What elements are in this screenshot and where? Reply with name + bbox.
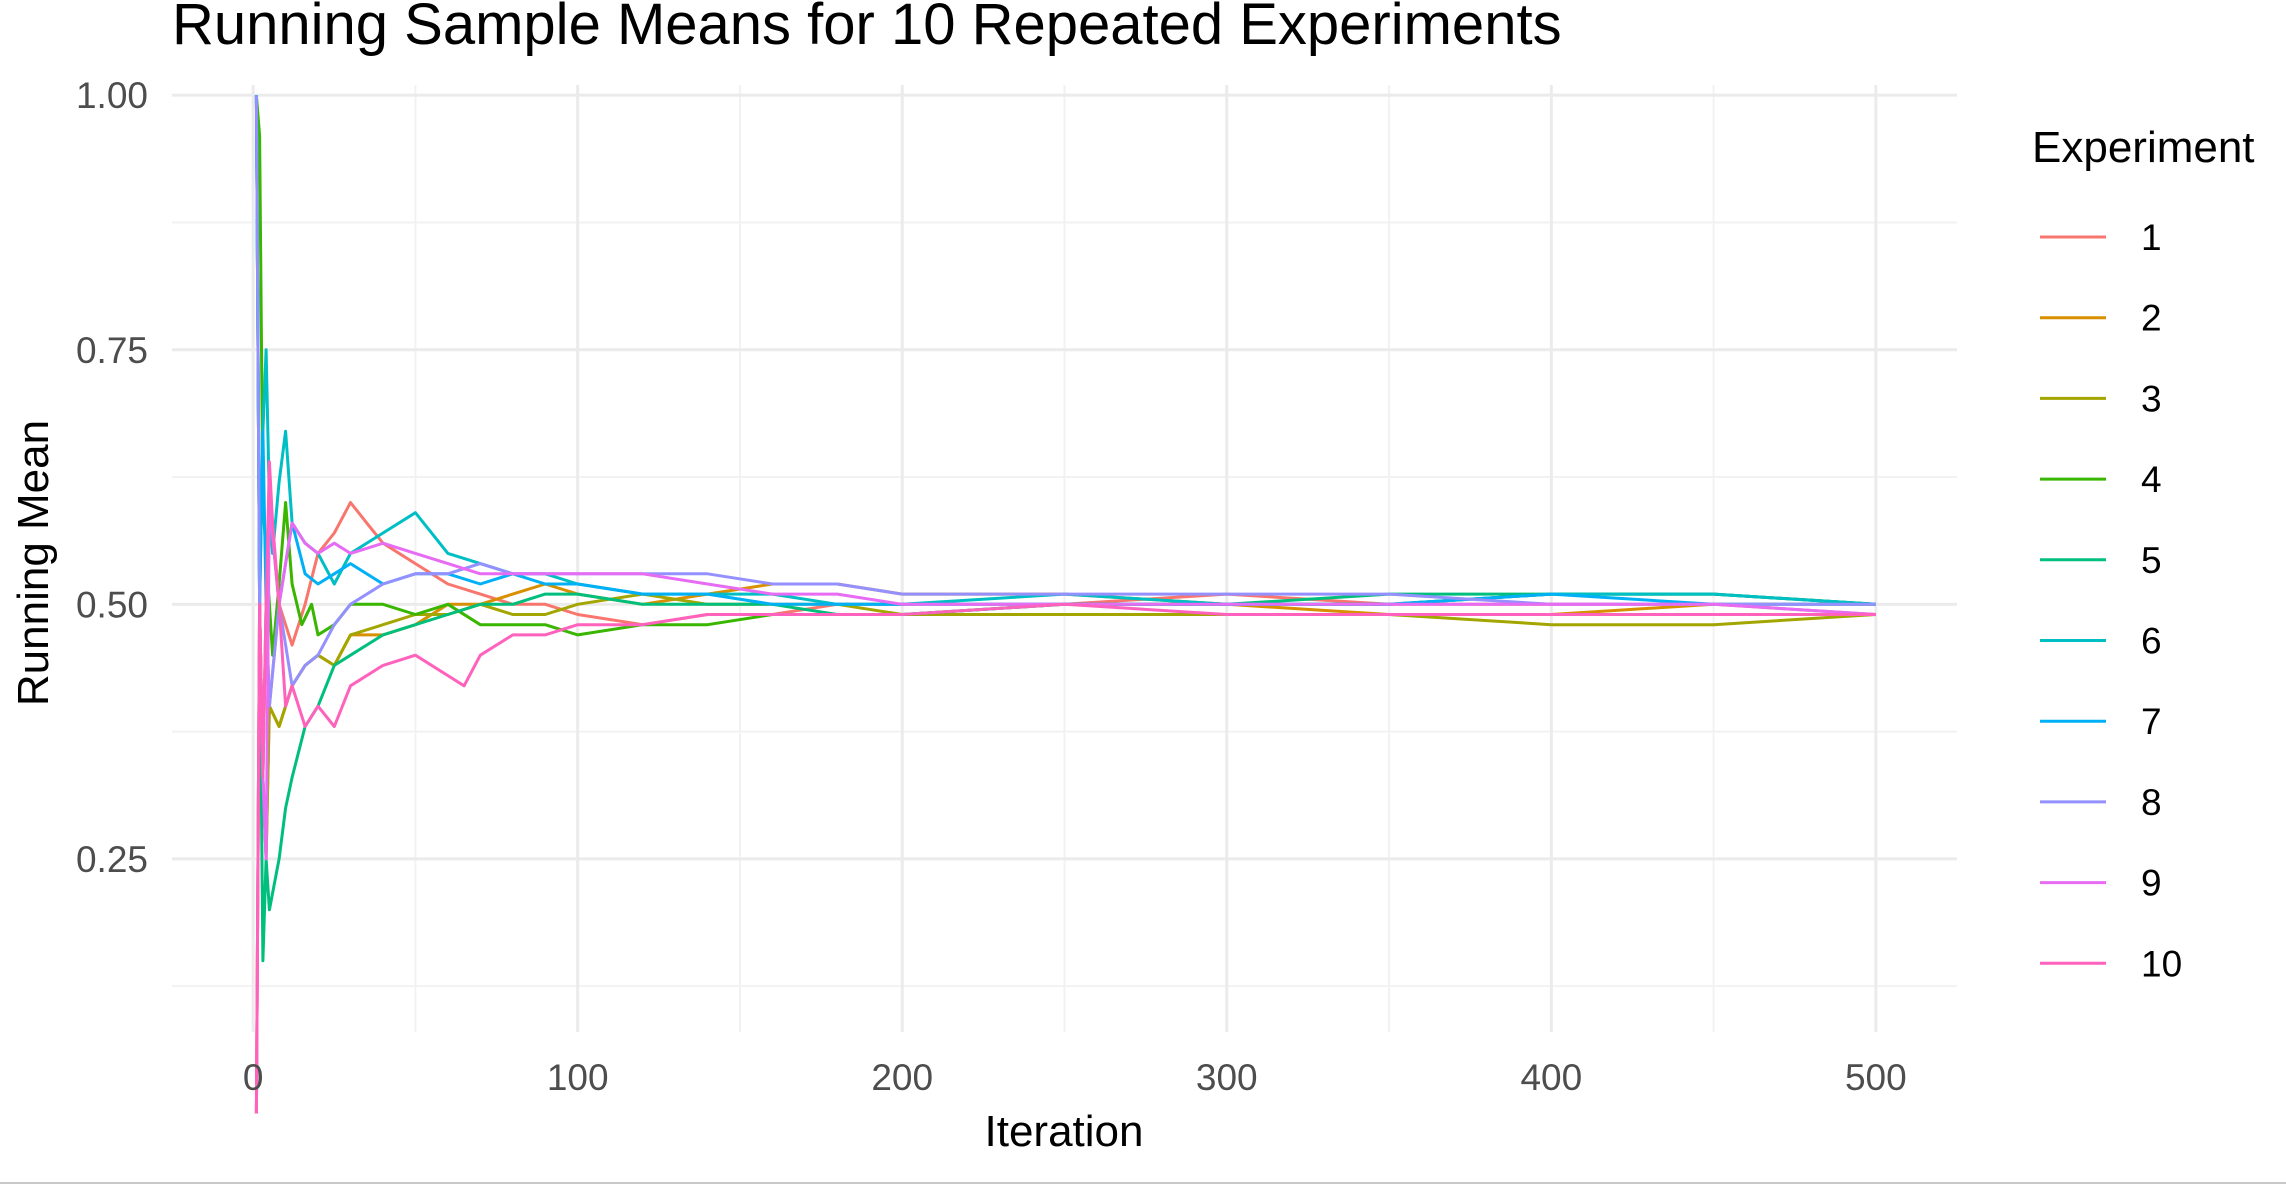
legend-label-8: 8 — [2141, 782, 2162, 823]
legend-label-5: 5 — [2141, 540, 2162, 581]
legend: Experiment 1 2 3 4 5 6 7 8 9 10 — [2032, 123, 2255, 984]
x-tick-label: 400 — [1520, 1057, 1582, 1098]
legend-title: Experiment — [2032, 123, 2255, 172]
series-line-2 — [254, 582, 1876, 1114]
legend-label-1: 1 — [2141, 217, 2162, 258]
y-axis-tick-labels: 0.25 0.50 0.75 1.00 — [76, 75, 148, 880]
y-tick-label: 0.50 — [76, 584, 148, 625]
legend-label-9: 9 — [2141, 863, 2162, 904]
series-line-10 — [254, 460, 1876, 1114]
x-tick-label: 0 — [243, 1057, 264, 1098]
legend-label-3: 3 — [2141, 378, 2162, 419]
x-tick-label: 300 — [1196, 1057, 1258, 1098]
legend-label-6: 6 — [2141, 621, 2162, 662]
y-tick-label: 1.00 — [76, 75, 148, 116]
series-line-5 — [254, 95, 1876, 963]
y-tick-label: 0.75 — [76, 330, 148, 371]
grid-lines — [172, 85, 1957, 1032]
series-line-8 — [254, 95, 1876, 779]
x-tick-label: 100 — [547, 1057, 609, 1098]
bottom-divider — [0, 1182, 2286, 1184]
y-tick-label: 0.25 — [76, 839, 148, 880]
chart-title: Running Sample Means for 10 Repeated Exp… — [172, 0, 1562, 57]
legend-label-4: 4 — [2141, 459, 2162, 500]
x-axis-tick-labels: 0 100 200 300 400 500 — [243, 1057, 1907, 1098]
x-tick-label: 500 — [1845, 1057, 1907, 1098]
x-tick-label: 200 — [871, 1057, 933, 1098]
x-axis-title: Iteration — [985, 1107, 1144, 1156]
series-line-4 — [254, 95, 1876, 657]
legend-label-2: 2 — [2141, 298, 2162, 339]
legend-label-7: 7 — [2141, 701, 2162, 742]
y-axis-title: Running Mean — [9, 420, 58, 706]
series-lines — [254, 95, 1876, 1114]
legend-label-10: 10 — [2141, 943, 2182, 984]
